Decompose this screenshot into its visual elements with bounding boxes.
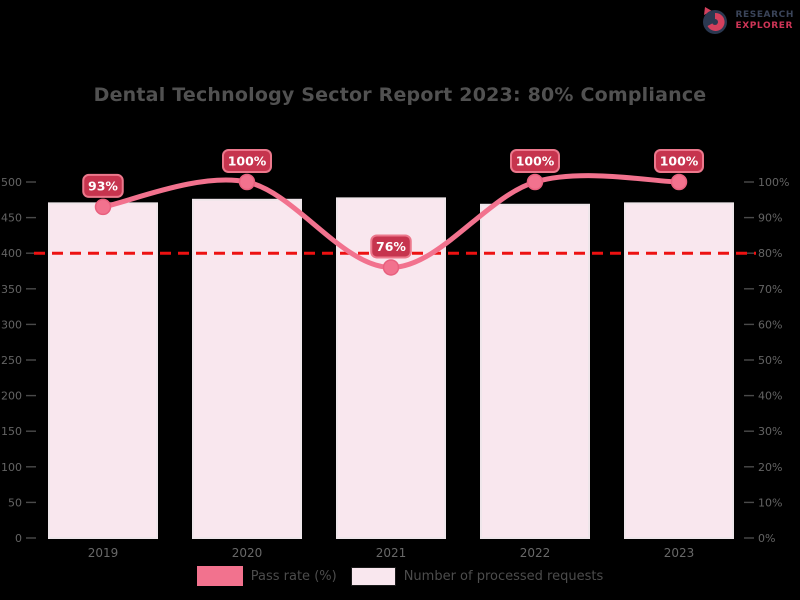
x-axis-label-2021: 2021 (376, 546, 407, 560)
point-label-box-2020 (222, 149, 272, 173)
left-axis-tick-label: 100 (1, 461, 22, 474)
left-axis-tick-label: 250 (1, 354, 22, 367)
right-axis-tick-label: 10% (758, 496, 782, 509)
legend-swatch-bar-series (350, 566, 396, 586)
page-title: Dental Technology Sector Report 2023: 80… (93, 84, 707, 106)
bar-2020 (192, 198, 302, 540)
x-axis-label-2022: 2022 (520, 546, 551, 560)
point-label-text-2023: 100% (660, 154, 699, 169)
data-point-marker-2020 (238, 173, 256, 191)
bar-2022 (480, 203, 590, 539)
left-axis-tick-label: 200 (1, 390, 22, 403)
right-axis-tick-label: 70% (758, 283, 782, 296)
right-axis-tick-label: 30% (758, 425, 782, 438)
point-label-box-2023 (654, 149, 704, 173)
point-label-text-2019: 93% (88, 178, 118, 193)
left-axis-tick-label: 150 (1, 425, 22, 438)
right-axis-tick-label: 50% (758, 354, 782, 367)
data-point-marker-2019 (94, 198, 112, 216)
right-axis-tick-label: 0% (758, 532, 775, 545)
right-axis-tick-label: 90% (758, 212, 782, 225)
point-label-text-2020: 100% (228, 154, 267, 169)
x-axis-label-2023: 2023 (664, 546, 695, 560)
brand-name-line2: EXPLORER (735, 21, 794, 31)
legend-swatch-line-series (196, 566, 243, 586)
legend-item-pass-rate: Pass rate (%) (196, 566, 337, 586)
left-axis-tick-label: 350 (1, 283, 22, 296)
brand-logo-text: RESEARCH EXPLORER (735, 10, 794, 32)
point-label-box-2021 (370, 234, 412, 259)
right-axis-tick-label: 80% (758, 247, 782, 260)
point-label-box-2022 (510, 149, 560, 173)
legend-label-bar-series: Number of processed requests (403, 568, 604, 584)
point-label-text-2022: 100% (516, 154, 555, 169)
left-axis-tick-label: 400 (1, 247, 22, 260)
left-axis-tick-label: 0 (15, 532, 22, 545)
legend-item-requests: Number of processed requests (350, 566, 604, 586)
bar-2023 (624, 202, 734, 540)
brand-logo: RESEARCH EXPLORER (699, 5, 794, 37)
data-point-marker-2021 (382, 259, 400, 276)
x-axis-label-2019: 2019 (88, 546, 119, 560)
legend-label-line-series: Pass rate (%) (250, 568, 337, 584)
chart-legend: Pass rate (%) Number of processed reques… (0, 566, 800, 586)
point-label-box-2019 (82, 173, 124, 198)
right-axis-tick-label: 60% (758, 318, 782, 331)
brand-name-line1: RESEARCH (735, 10, 794, 20)
left-axis-tick-label: 50 (8, 496, 22, 509)
right-axis-tick-label: 20% (758, 461, 782, 474)
data-point-marker-2023 (670, 173, 688, 191)
brand-logo-icon (703, 7, 728, 34)
right-axis-tick-label: 40% (758, 390, 782, 403)
left-axis-tick-label: 300 (1, 318, 22, 331)
point-label-text-2021: 76% (376, 239, 406, 254)
left-axis-tick-label: 450 (1, 212, 22, 225)
bar-2019 (48, 202, 158, 540)
data-point-marker-2022 (526, 173, 544, 191)
x-axis-label-2020: 2020 (232, 546, 263, 560)
right-axis-tick-label: 100% (758, 176, 789, 189)
left-axis-tick-label: 500 (1, 176, 22, 189)
